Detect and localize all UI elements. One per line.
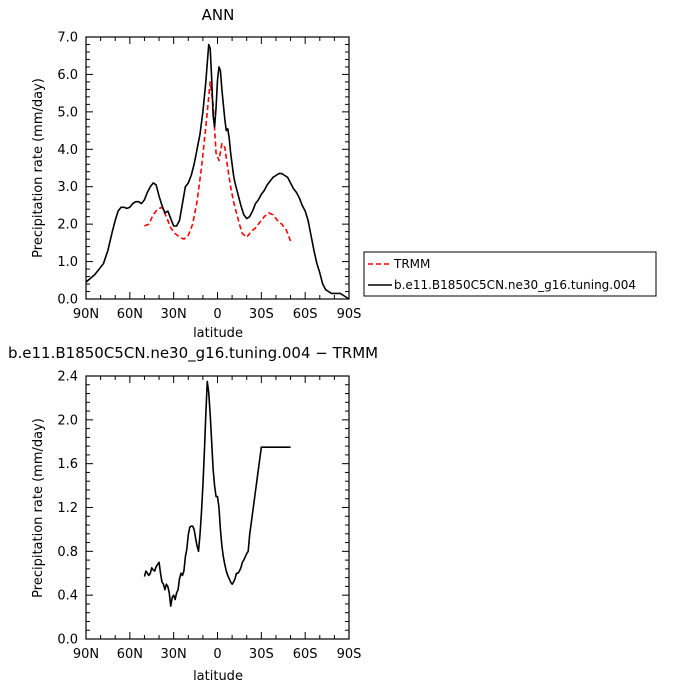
top-chart-xlabel: latitude: [193, 326, 243, 341]
bottom-chart-y-ticks: 0.0 0.4 0.8 1.2 1.6 2.0 2.4: [57, 370, 349, 648]
bottom-chart-x-tick-label: 0: [213, 647, 221, 662]
top-chart-y-tick-label: 0.0: [57, 293, 78, 308]
top-chart-y-tick-label: 4.0: [57, 143, 78, 158]
top-chart-y-ticks: 0.0 1.0 2.0 3.0 4.0 5.0 6.0 7.0: [57, 31, 349, 308]
top-chart-ylabel: Precipitation rate (mm/day): [31, 78, 46, 258]
legend-box: [363, 251, 657, 297]
bottom-chart-y-tick-label: 0.8: [57, 545, 78, 560]
top-chart-x-tick-label: 90N: [73, 307, 99, 322]
bottom-chart-x-ticks: 90N 60N 30N 0 30S 60S 90S: [73, 376, 362, 662]
top-chart-x-tick-label: 30N: [161, 307, 187, 322]
top-chart-series: [85, 43, 350, 300]
top-chart-title: ANN: [202, 6, 235, 24]
top-chart-x-tick-label: 0: [213, 307, 221, 322]
top-chart-series-line-model: [85, 43, 350, 300]
legend-label-model: b.e11.B1850C5CN.ne30_g16.tuning.004: [394, 278, 636, 292]
bottom-chart-plot-frame: [85, 375, 350, 640]
bottom-chart-x-tick-label: 90N: [73, 647, 99, 662]
bottom-chart-y-tick-label: 2.0: [57, 413, 78, 428]
top-chart-x-tick-label: 60S: [293, 307, 318, 322]
bottom-chart-series: [143, 380, 291, 607]
top-chart-y-tick-label: 6.0: [57, 68, 78, 83]
top-chart-series-line-trmm: [144, 81, 292, 242]
bottom-chart-panel: b.e11.B1850C5CN.ne30_g16.tuning.004 − TR…: [8, 344, 378, 684]
bottom-chart-x-tick-label: 30S: [249, 647, 274, 662]
top-chart-x-ticks: 90N 60N 30N 0 30S 60S 90S: [73, 37, 362, 322]
bottom-chart-y-tick-label: 0.4: [57, 589, 78, 604]
bottom-chart-title: b.e11.B1850C5CN.ne30_g16.tuning.004 − TR…: [8, 344, 378, 363]
bottom-chart-x-tick-label: 90S: [337, 647, 362, 662]
bottom-chart-y-tick-label: 0.0: [57, 633, 78, 648]
top-chart-y-tick-label: 2.0: [57, 218, 78, 233]
top-chart-y-tick-label: 7.0: [57, 31, 78, 46]
top-chart-y-tick-label: 3.0: [57, 180, 78, 195]
bottom-chart-y-tick-label: 2.4: [57, 370, 78, 385]
bottom-chart-x-tick-label: 60N: [117, 647, 143, 662]
bottom-chart-ylabel: Precipitation rate (mm/day): [31, 418, 46, 598]
top-chart-y-tick-label: 1.0: [57, 255, 78, 270]
top-chart-x-tick-label: 90S: [337, 307, 362, 322]
bottom-chart-x-tick-label: 30N: [161, 647, 187, 662]
bottom-chart-y-tick-label: 1.6: [57, 457, 78, 472]
top-chart-panel: ANN 90N 60N 30N 0 30S 60S 90S 0.0 1.0 2.0 3.0 4.0 5…: [31, 6, 361, 341]
top-chart-x-tick-label: 60N: [117, 307, 143, 322]
bottom-chart-series-line-model: [143, 380, 291, 607]
bottom-chart-xlabel: latitude: [193, 669, 243, 684]
bottom-chart-x-tick-label: 60S: [293, 647, 318, 662]
top-chart-y-tick-label: 5.0: [57, 105, 78, 120]
top-chart-x-tick-label: 30S: [249, 307, 274, 322]
bottom-chart-y-tick-label: 1.2: [57, 501, 78, 516]
chart-legend: TRMM b.e11.B1850C5CN.ne30_g16.tuning.004: [363, 251, 657, 297]
legend-label-trmm: TRMM: [393, 257, 430, 271]
